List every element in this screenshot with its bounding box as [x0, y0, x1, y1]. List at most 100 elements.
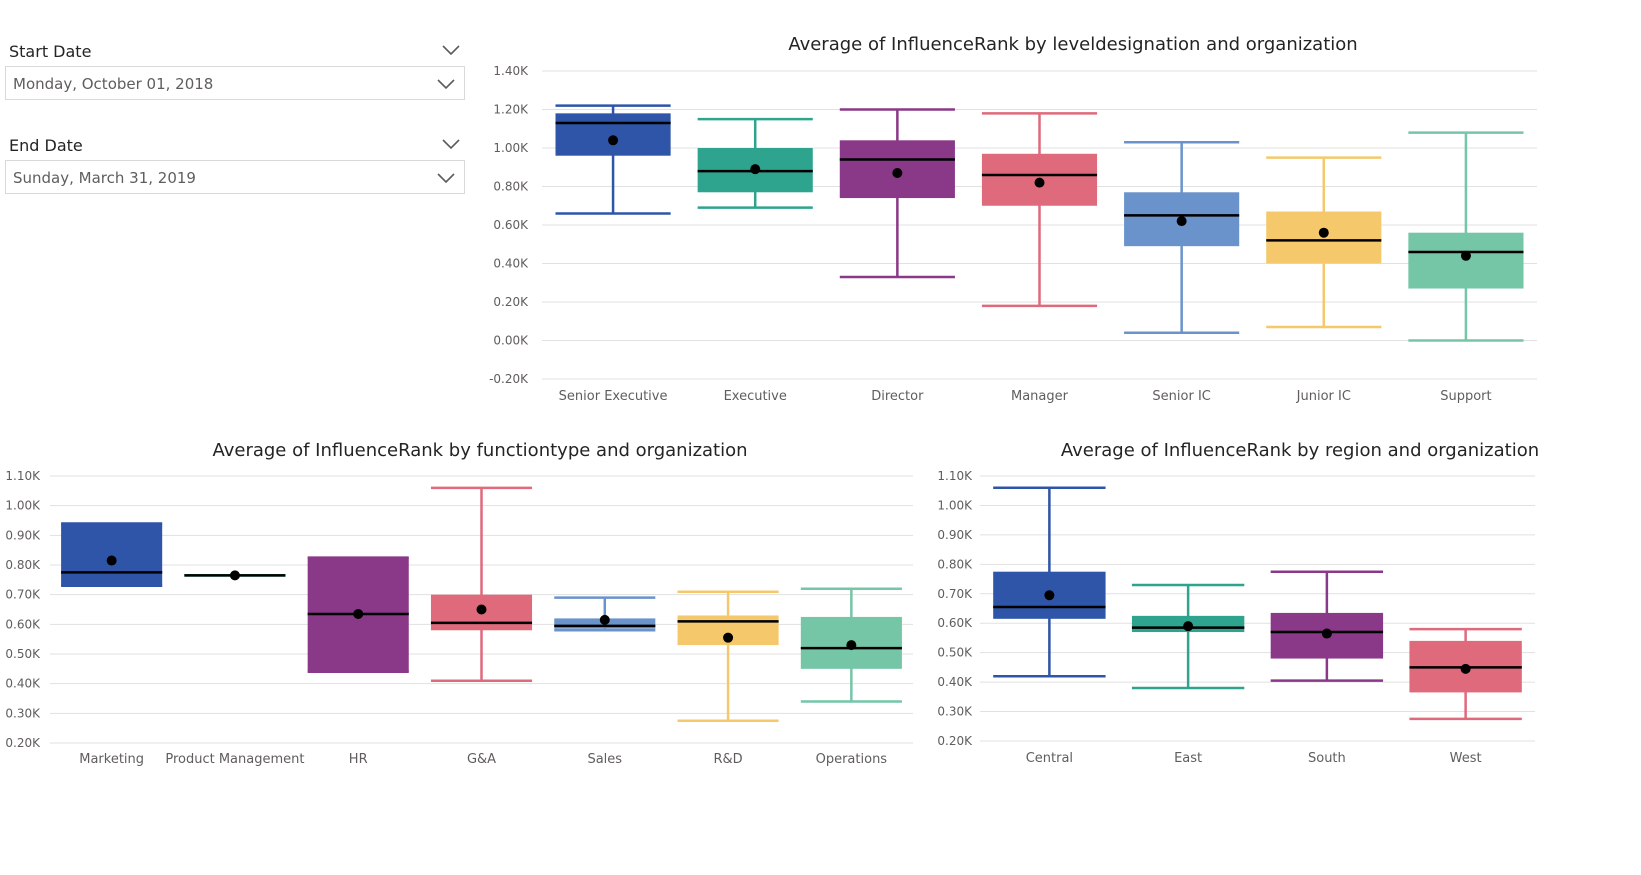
y-tick-label: 0.50K [937, 646, 973, 660]
x-tick-label: Director [871, 389, 924, 404]
start-date-header: Start Date [5, 36, 465, 66]
y-tick-label: 1.10K [937, 469, 973, 483]
x-tick-label: G&A [467, 752, 496, 767]
x-tick-label: Senior Executive [559, 389, 668, 404]
y-tick-label: 0.80K [937, 557, 973, 571]
mean-point [1034, 177, 1045, 188]
x-tick-label: Support [1440, 389, 1491, 404]
box-junior-ic [1266, 156, 1382, 329]
box-r-d [677, 590, 779, 722]
y-tick-label: 0.90K [5, 528, 41, 542]
box-sales [554, 596, 656, 632]
mean-point [1183, 621, 1194, 632]
y-tick-label: 0.40K [493, 257, 529, 271]
box-support [1408, 131, 1524, 342]
y-tick-label: 0.60K [937, 616, 973, 630]
x-tick-label: Operations [816, 752, 888, 767]
iqr-box [61, 523, 163, 586]
box-executive [697, 117, 813, 209]
mean-point [723, 632, 734, 643]
end-date-header: End Date [5, 130, 465, 160]
y-tick-label: 0.30K [5, 706, 41, 720]
chart-region: Average of InfluenceRank by region and o… [937, 440, 1539, 766]
y-tick-label: 0.60K [5, 617, 41, 631]
mean-point [599, 614, 610, 625]
chevron-down-icon[interactable] [434, 166, 458, 190]
y-tick-label: 0.60K [493, 218, 529, 232]
mean-point [750, 164, 761, 175]
y-tick-label: 1.20K [493, 103, 529, 117]
x-tick-label: Central [1026, 751, 1073, 766]
box-senior-ic [1124, 140, 1240, 335]
y-tick-label: 1.00K [5, 499, 41, 513]
y-tick-label: 0.80K [5, 558, 41, 572]
x-tick-label: Senior IC [1152, 389, 1210, 404]
end-date-dropdown[interactable]: Sunday, March 31, 2019 [5, 160, 465, 194]
chart-leveldesignation: Average of InfluenceRank by leveldesigna… [489, 34, 1537, 404]
mean-point [1321, 628, 1332, 639]
mean-point [353, 608, 364, 619]
x-tick-label: Sales [587, 752, 622, 767]
mean-point [846, 640, 857, 651]
y-tick-label: 1.00K [937, 498, 973, 512]
y-tick-label: 0.00K [493, 334, 529, 348]
x-tick-label: Executive [724, 389, 787, 404]
box-south [1270, 570, 1384, 682]
x-tick-label: Product Management [165, 752, 304, 767]
y-tick-label: 0.70K [937, 587, 973, 601]
box-product-management [184, 570, 286, 581]
y-tick-label: 1.00K [493, 141, 529, 155]
end-date-value: Sunday, March 31, 2019 [13, 169, 196, 187]
y-tick-label: 0.20K [5, 736, 41, 750]
y-tick-label: 1.10K [5, 469, 41, 483]
y-tick-label: 0.20K [493, 295, 529, 309]
end-date-label: End Date [9, 136, 83, 155]
y-tick-label: 0.90K [937, 528, 973, 542]
start-date-value: Monday, October 01, 2018 [13, 75, 214, 93]
mean-point [1176, 216, 1187, 227]
chart-title: Average of InfluenceRank by region and o… [1061, 440, 1539, 461]
y-tick-label: -0.20K [489, 372, 529, 386]
x-tick-label: West [1450, 751, 1482, 766]
y-tick-label: 0.40K [937, 675, 973, 689]
mean-point [1460, 250, 1471, 261]
end-date-slicer: End Date Sunday, March 31, 2019 [5, 130, 465, 194]
y-tick-label: 0.20K [937, 734, 973, 748]
box-hr [307, 556, 409, 674]
start-date-slicer: Start Date Monday, October 01, 2018 [5, 36, 465, 100]
chevron-down-icon[interactable] [439, 132, 463, 156]
box-central [993, 486, 1106, 678]
start-date-label: Start Date [9, 42, 92, 61]
y-tick-label: 0.40K [5, 677, 41, 691]
x-tick-label: Junior IC [1296, 389, 1351, 404]
x-tick-label: South [1308, 751, 1346, 766]
box-senior-executive [555, 104, 671, 215]
y-tick-label: 0.50K [5, 647, 41, 661]
x-tick-label: East [1174, 751, 1202, 766]
mean-point [1460, 663, 1471, 674]
chevron-down-icon[interactable] [434, 72, 458, 96]
mean-point [476, 604, 487, 615]
chart-title: Average of InfluenceRank by leveldesigna… [788, 34, 1357, 55]
y-tick-label: 0.80K [493, 180, 529, 194]
mean-point [1318, 227, 1329, 238]
iqr-box [555, 113, 671, 156]
chart-title: Average of InfluenceRank by functiontype… [212, 440, 747, 461]
y-tick-label: 0.70K [5, 588, 41, 602]
mean-point [608, 135, 619, 146]
box-director [839, 108, 955, 279]
start-date-dropdown[interactable]: Monday, October 01, 2018 [5, 66, 465, 100]
mean-point [229, 570, 240, 581]
x-tick-label: HR [349, 752, 368, 767]
chart-functiontype: Average of InfluenceRank by functiontype… [5, 440, 913, 767]
box-west [1409, 627, 1522, 721]
box-marketing [61, 522, 163, 588]
box-manager [981, 112, 1098, 308]
box-east [1131, 583, 1245, 690]
x-tick-label: Marketing [79, 752, 144, 767]
chevron-down-icon[interactable] [439, 38, 463, 62]
x-tick-label: Manager [1011, 389, 1069, 404]
mean-point [892, 168, 903, 179]
y-tick-label: 1.40K [493, 64, 529, 78]
mean-point [106, 555, 117, 566]
